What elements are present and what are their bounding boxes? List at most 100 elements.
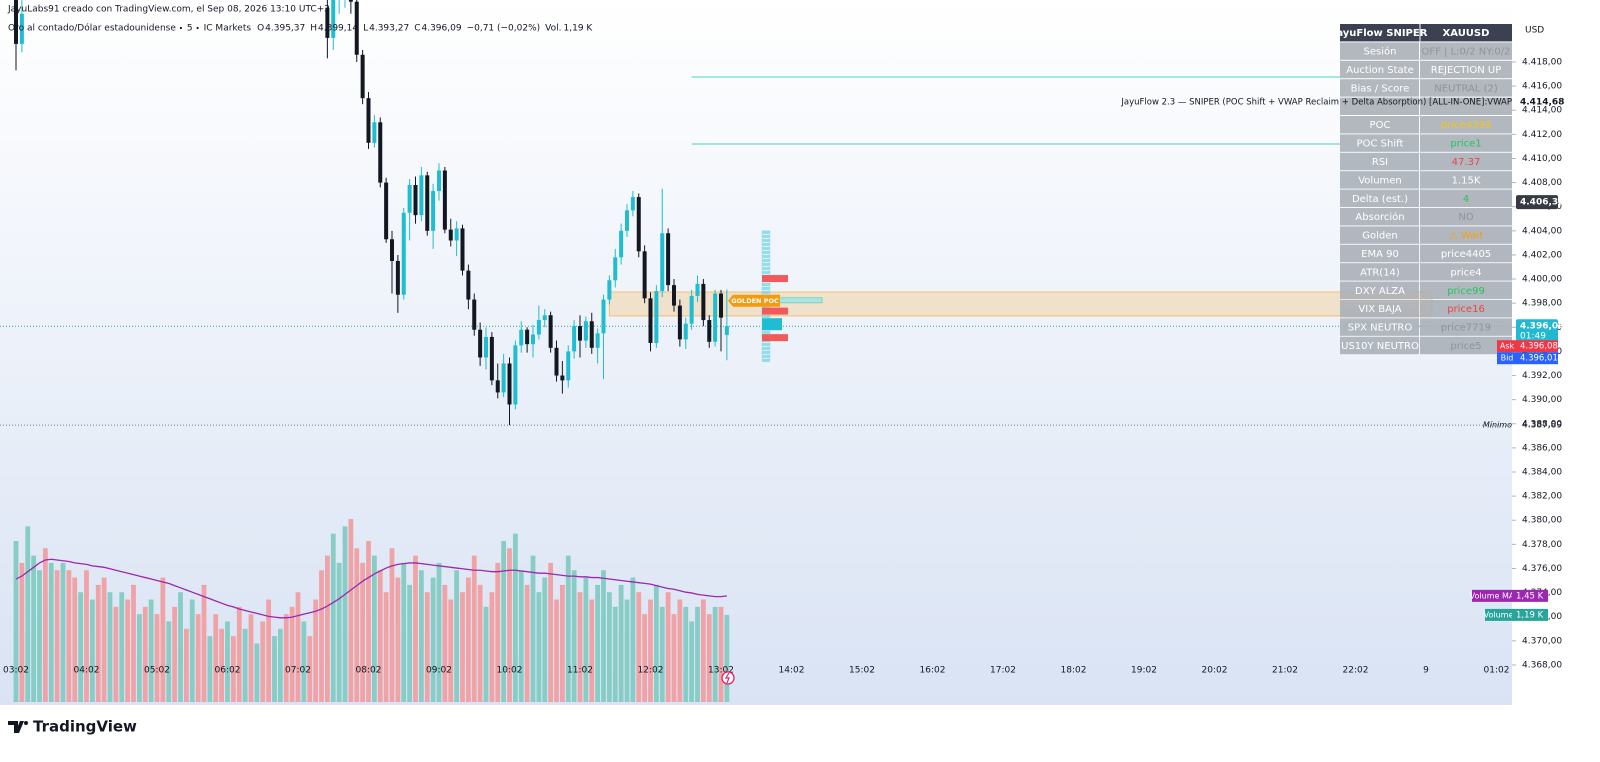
volume-bar xyxy=(477,584,483,702)
volume-bar xyxy=(401,562,407,702)
ask-badge xyxy=(1517,340,1558,353)
table-value: 4 xyxy=(1463,194,1469,205)
candle-body xyxy=(525,329,530,345)
x-tick-label: 09:02 xyxy=(426,666,452,676)
table-value: 1.15K xyxy=(1452,175,1481,186)
volume-bar xyxy=(665,592,671,702)
ohlc-value: 4.395,37 xyxy=(265,24,305,34)
plot-layer: GOLDEN POC xyxy=(0,0,1512,702)
candle-body xyxy=(724,326,729,335)
profile-core xyxy=(762,318,782,331)
volume-bar xyxy=(201,584,207,702)
volume-bar xyxy=(483,606,489,702)
x-tick-label: 12:02 xyxy=(638,666,664,676)
candle-body xyxy=(566,351,571,381)
volume-name-badge xyxy=(1472,589,1512,602)
candle-body xyxy=(660,233,665,292)
volume-bar xyxy=(277,628,283,702)
candle-body xyxy=(625,210,629,231)
brand-logo xyxy=(8,721,28,733)
volume-bar xyxy=(330,533,336,702)
volume-bar xyxy=(366,540,371,702)
table-label: US10Y NEUTRO xyxy=(1341,341,1419,352)
candle-body xyxy=(460,228,465,271)
y-tick-label: 4.380,00 xyxy=(1522,516,1562,526)
table-row-bg xyxy=(1420,318,1512,336)
volume-bar xyxy=(13,540,19,702)
volume-bar xyxy=(89,599,95,702)
volume-bar xyxy=(125,599,131,702)
volume-bar xyxy=(25,526,31,702)
profile-cell xyxy=(762,270,770,275)
candle-body xyxy=(630,197,635,211)
profile-cell xyxy=(762,266,770,271)
table-label: Bias / Score xyxy=(1351,83,1410,94)
volume-bar xyxy=(548,562,554,702)
separator xyxy=(196,26,199,30)
volume-bar xyxy=(507,548,512,702)
volume-bar xyxy=(577,592,583,702)
volume-bar xyxy=(630,577,636,702)
replay-icon xyxy=(721,671,735,685)
bid-name: Bid xyxy=(1501,354,1514,363)
table-row-bg xyxy=(1420,263,1512,281)
x-tick-label: 10:02 xyxy=(497,666,523,676)
volume-bar xyxy=(131,584,136,702)
volume-bar xyxy=(301,621,307,702)
candle-body xyxy=(448,229,453,241)
x-tick-label: 13:02 xyxy=(708,666,734,676)
volume-bar xyxy=(512,533,518,702)
y-tick-label: 4.412,00 xyxy=(1522,130,1562,140)
volume-bar xyxy=(489,592,495,702)
volume-bar xyxy=(413,555,418,702)
x-tick-label: 19:02 xyxy=(1131,666,1157,676)
profile-cell xyxy=(762,286,770,291)
table-row-bg xyxy=(1420,97,1512,115)
volume-bar xyxy=(283,614,289,702)
volume-name-badge xyxy=(1485,608,1512,621)
candle-body xyxy=(683,323,688,340)
candle-body xyxy=(454,228,459,241)
candle-body xyxy=(325,7,330,38)
candle-body xyxy=(589,321,594,348)
volume-bar xyxy=(60,562,66,702)
table-label: VIX BAJA xyxy=(1358,304,1401,315)
candle-body xyxy=(672,285,676,306)
plot-background xyxy=(0,0,1512,705)
candle-body xyxy=(489,336,494,381)
volume-bar xyxy=(436,562,442,702)
poc-label: GOLDEN POC xyxy=(731,297,779,305)
profile-cell xyxy=(762,238,770,243)
volume-bar xyxy=(383,592,389,702)
table-value: price5 xyxy=(1450,341,1481,352)
volume-bar xyxy=(389,548,395,702)
candle-body xyxy=(636,197,641,252)
candle-body xyxy=(689,295,694,324)
candle-body xyxy=(372,122,377,143)
volume-bar xyxy=(37,570,42,702)
profile-cell xyxy=(762,358,770,363)
table-row-bg xyxy=(1340,134,1419,152)
volume-bar xyxy=(612,606,618,702)
y-tick-label: 4.418,00 xyxy=(1522,57,1562,67)
volume-bar xyxy=(442,584,448,702)
x-tick-label: 01:02 xyxy=(1484,666,1510,676)
volume-bar xyxy=(207,636,213,702)
currency: USD xyxy=(1525,26,1544,36)
interval: 5 xyxy=(187,24,193,34)
volume-bar xyxy=(460,592,465,702)
y-tick-label: 4.382,00 xyxy=(1522,492,1562,502)
volume-badge xyxy=(1512,608,1548,621)
volume-bar xyxy=(624,599,630,702)
table-row-bg xyxy=(1340,152,1419,171)
volume-bar xyxy=(418,570,424,702)
table-row-bg xyxy=(1420,134,1512,152)
table-value: NEUTRAL (2) xyxy=(1434,83,1498,94)
volume-bar xyxy=(54,570,60,702)
table-label: Delta (est.) xyxy=(1352,194,1408,205)
volume-bar xyxy=(601,570,606,702)
profile-cell xyxy=(762,330,770,335)
table-row-bg xyxy=(1340,79,1419,97)
candle-body xyxy=(495,380,500,393)
candle-body xyxy=(548,315,553,348)
